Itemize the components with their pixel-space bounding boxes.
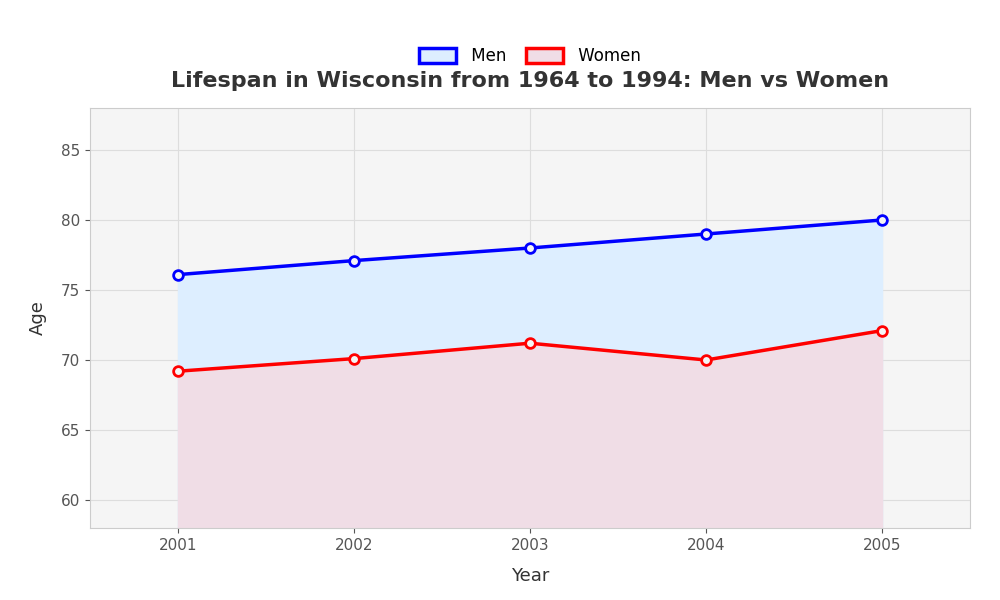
- Y-axis label: Age: Age: [29, 301, 47, 335]
- Title: Lifespan in Wisconsin from 1964 to 1994: Men vs Women: Lifespan in Wisconsin from 1964 to 1994:…: [171, 71, 889, 91]
- X-axis label: Year: Year: [511, 566, 549, 584]
- Legend:  Men,  Women: Men, Women: [413, 41, 647, 72]
